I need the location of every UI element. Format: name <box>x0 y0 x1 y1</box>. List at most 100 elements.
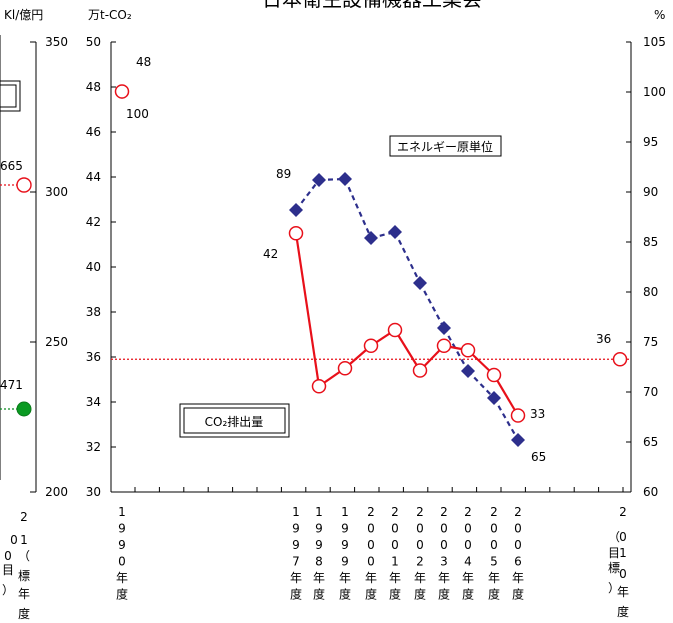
legend-co2-box: CO₂排出量 <box>179 403 290 438</box>
co2-point <box>288 226 304 241</box>
co2-point <box>114 84 130 99</box>
energy-point <box>461 364 475 378</box>
right-tick-label: 65 <box>643 435 658 449</box>
left-panel-tick-label: 250 <box>45 335 68 349</box>
x-tick-label-char: 2 <box>416 555 424 569</box>
left-panel-xlabel-char: 度 <box>18 606 30 621</box>
x-tick-label-char: 0 <box>514 538 522 552</box>
x-tick-label-char: 0 <box>619 530 627 544</box>
legend-energy-box: エネルギー原単位 <box>389 135 502 157</box>
x-tick-label-char: 3 <box>440 555 448 569</box>
x-tick-label-char: 1 <box>292 505 300 519</box>
left-panel-box-outer <box>0 80 21 112</box>
x-tick-label-char: 度 <box>339 587 351 602</box>
x-tick-label-char: 2 <box>416 505 424 519</box>
x-tick-label-char: 度 <box>438 587 450 602</box>
legend-co2-label: CO₂排出量 <box>205 415 264 429</box>
energy-line-segment <box>295 179 320 211</box>
x-tick-label-char: 0 <box>367 555 375 569</box>
co2-point <box>337 361 353 376</box>
co2-line-segment <box>493 374 519 417</box>
legend-co2-frame-inner <box>183 407 286 434</box>
x-tick-label-char: 年 <box>512 571 524 585</box>
left-axis-unit: 万t-CO₂ <box>88 8 132 22</box>
left-panel-label-471: 471 <box>0 378 23 392</box>
x-tick-label-char: 0 <box>490 538 498 552</box>
data-label-eu-1997: 89 <box>276 167 291 181</box>
right-tick-label: 80 <box>643 285 658 299</box>
x-tick-label-char: 1 <box>315 505 323 519</box>
x-tick-label-char: 9 <box>341 538 349 552</box>
left-panel-xlabel-char: 2 <box>20 510 28 524</box>
left-tick-label: 40 <box>86 260 101 274</box>
energy-line-segment <box>467 370 495 399</box>
chart-title: 日本衛生設備機器工業会 <box>262 0 482 11</box>
energy-point <box>487 391 501 405</box>
x-tick-label-char: 年 <box>488 571 500 585</box>
co2-point <box>486 367 502 383</box>
left-panel-tick-label: 200 <box>45 485 68 499</box>
data-label-co2-target: 36 <box>596 332 611 346</box>
x-tick-label-char: 度 <box>488 587 500 602</box>
x-tick-label-char: 0 <box>367 522 375 536</box>
left-panel-xlabel-char: 0 <box>4 549 12 563</box>
x-tick-label-char: 年 <box>389 571 401 585</box>
data-label-eu-2006: 65 <box>531 450 546 464</box>
x-tick-label-char: 年 <box>290 571 302 585</box>
x-tick-label-char: 0 <box>619 567 627 581</box>
right-tick-label: 85 <box>643 235 658 249</box>
x-tick-label-char: 2 <box>391 505 399 519</box>
x-tick-label-char: 2 <box>514 505 522 519</box>
x-tick-label-char: 標 <box>608 561 620 575</box>
energy-point <box>388 225 402 239</box>
x-tick-label-char: 5 <box>490 555 498 569</box>
x-tick-label-char: 9 <box>315 538 323 552</box>
x-tick-label-char: 度 <box>290 587 302 602</box>
co2-target-point <box>612 352 628 367</box>
left-tick-label: 46 <box>86 125 101 139</box>
right-tick-label: 95 <box>643 135 658 149</box>
energy-line-segment <box>493 397 519 441</box>
x-tick-label-char: 0 <box>464 538 472 552</box>
x-tick-label-char: 9 <box>341 522 349 536</box>
x-tick-label-char: 0 <box>490 522 498 536</box>
left-panel-xlabel-char: 目 <box>2 563 14 577</box>
x-tick-label-char: 9 <box>315 522 323 536</box>
x-tick-label-char: 年 <box>365 571 377 585</box>
left-panel-tick-label: 300 <box>45 185 68 199</box>
x-tick-label-char: 度 <box>313 587 325 602</box>
x-tick-label-char: 0 <box>416 538 424 552</box>
x-tick-label-char: 年 <box>414 571 426 585</box>
left-panel-xlabel-char: 標 <box>18 569 30 583</box>
left-panel-xlabel-char: 年 <box>18 587 30 601</box>
x-tick-label-char: 0 <box>440 522 448 536</box>
left-tick-label: 38 <box>86 305 101 319</box>
data-label-co2-1990: 48 <box>136 55 151 69</box>
co2-point <box>311 379 327 394</box>
right-tick-label: 60 <box>643 485 658 499</box>
x-tick-label-char: 2 <box>440 505 448 519</box>
left-tick-label: 36 <box>86 350 101 364</box>
right-tick-label: 100 <box>643 85 666 99</box>
data-label-eu-1990: 100 <box>126 107 149 121</box>
x-tick-label-char: 9 <box>118 538 126 552</box>
x-tick-label-char: 2 <box>619 505 627 519</box>
left-tick-label: 50 <box>86 35 101 49</box>
x-tick-label-char: 年 <box>339 571 351 585</box>
left-tick-label: 34 <box>86 395 101 409</box>
x-tick-label-char: 2 <box>464 505 472 519</box>
x-tick-label-char: 度 <box>512 587 524 602</box>
x-tick-label-char: 1 <box>118 505 126 519</box>
x-tick-label-char: 度 <box>414 587 426 602</box>
x-tick-label-char: 8 <box>315 555 323 569</box>
left-tick-label: 42 <box>86 215 101 229</box>
x-tick-label-char: 0 <box>416 522 424 536</box>
x-tick-label-char: 2 <box>490 505 498 519</box>
x-tick-label-char: 目 <box>608 546 620 560</box>
right-tick-label: 105 <box>643 35 666 49</box>
x-tick-label-char: 0 <box>118 555 126 569</box>
x-tick-label-char: 6 <box>514 555 522 569</box>
energy-point <box>338 172 352 186</box>
